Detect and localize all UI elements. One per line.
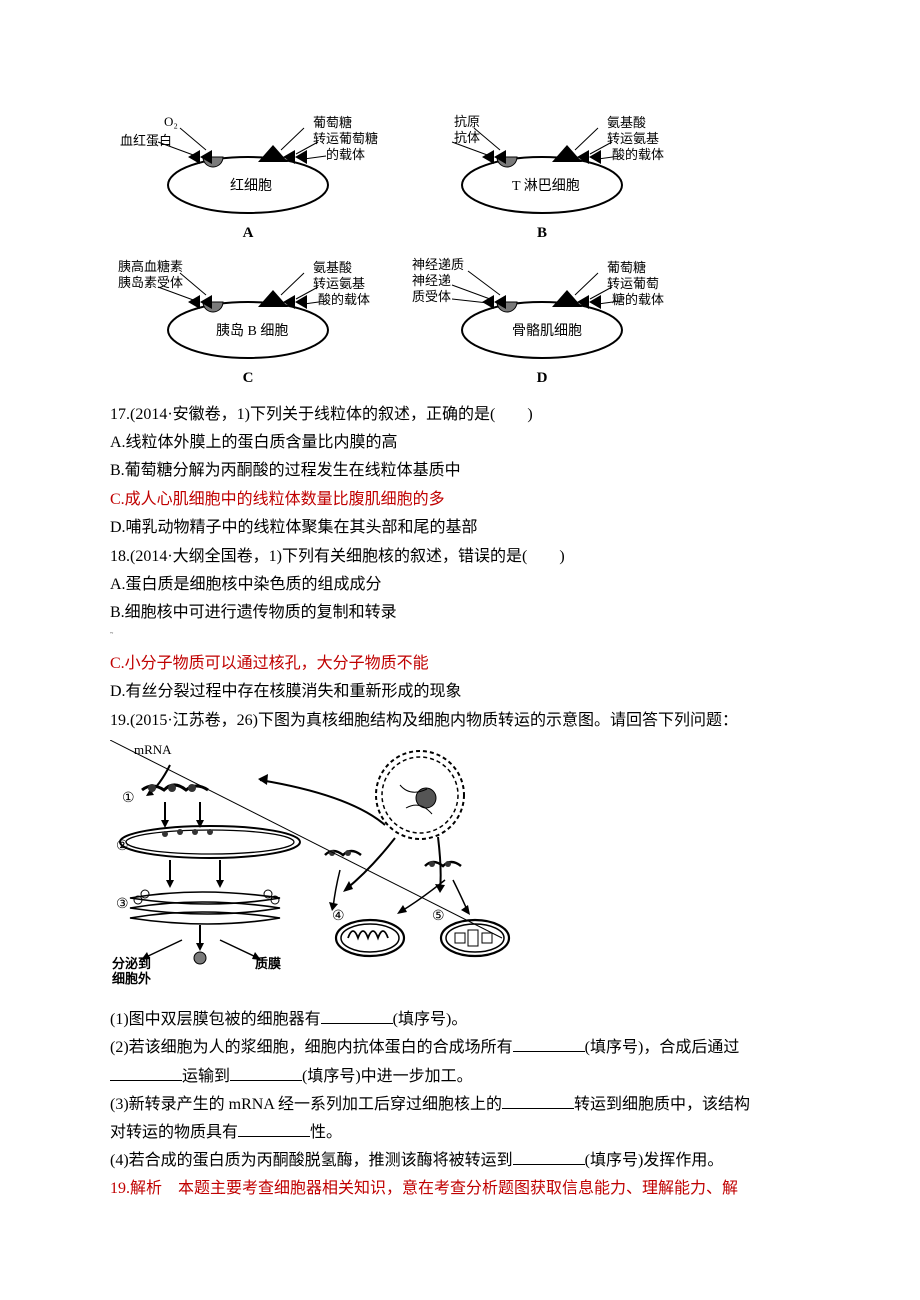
svg-text:O₂: O₂ bbox=[164, 114, 178, 129]
q19-stem: 19.(2015·江苏卷，26)下图为真核细胞结构及细胞内物质转运的示意图。请回… bbox=[110, 707, 830, 734]
figure-letter-A: A bbox=[243, 221, 254, 247]
q19-sub2-line2: 运输到 (填序号)中进一步加工。 bbox=[110, 1063, 830, 1090]
svg-text:葡萄糖: 葡萄糖 bbox=[313, 115, 352, 130]
q18-stem: 18.(2014·大纲全国卷，1)下列有关细胞核的叙述，错误的是( ) bbox=[110, 543, 830, 570]
svg-text:红细胞: 红细胞 bbox=[230, 178, 272, 194]
svg-text:酸的载体: 酸的载体 bbox=[612, 147, 664, 162]
svg-text:神经递: 神经递 bbox=[412, 273, 451, 288]
q19-answer-lead: 19.解析 本题主要考查细胞器相关知识，意在考查分析题图获取信息能力、理解能力、… bbox=[110, 1175, 830, 1202]
svg-text:葡萄糖: 葡萄糖 bbox=[607, 260, 646, 275]
svg-text:胰岛 B 细胞: 胰岛 B 细胞 bbox=[216, 323, 288, 339]
q19-sub1: (1)图中双层膜包被的细胞器有 (填序号)。 bbox=[110, 1006, 830, 1033]
svg-text:氨基酸: 氨基酸 bbox=[313, 260, 352, 275]
blank bbox=[238, 1119, 310, 1137]
q17-option-D: D.哺乳动物精子中的线粒体聚集在其头部和尾的基部 bbox=[110, 514, 830, 541]
q19-sub3-a: (3)新转录产生的 mRNA 经一系列加工后穿过细胞核上的 bbox=[110, 1096, 502, 1113]
q19-sub2: (2)若该细胞为人的浆细胞，细胞内抗体蛋白的合成场所有 (填序号)，合成后通过 bbox=[110, 1034, 830, 1061]
svg-text:血红蛋白: 血红蛋白 bbox=[120, 133, 172, 148]
blank bbox=[502, 1091, 574, 1109]
blank bbox=[513, 1148, 585, 1166]
svg-text:骨骼肌细胞: 骨骼肌细胞 bbox=[512, 323, 582, 339]
q19-sub3-b: 转运到细胞质中，该结构 bbox=[574, 1096, 750, 1113]
figure-letter-B: B bbox=[537, 221, 547, 247]
svg-text:细胞外: 细胞外 bbox=[112, 971, 151, 986]
svg-text:①: ① bbox=[122, 791, 135, 806]
svg-text:转运葡萄糖: 转运葡萄糖 bbox=[313, 131, 378, 146]
q19-sub1-b: (填序号)。 bbox=[393, 1011, 468, 1028]
figure-letter-C: C bbox=[243, 366, 254, 392]
figure-letter-D: D bbox=[537, 366, 548, 392]
svg-text:分泌到: 分泌到 bbox=[112, 956, 151, 971]
cell-figure-C: 胰高血糖素 胰岛素受体 氨基酸 转运氨基 酸的载体 胰岛 B 细胞 C bbox=[110, 255, 386, 392]
svg-text:转运氨基: 转运氨基 bbox=[607, 131, 659, 146]
q19-sub4: (4)若合成的蛋白质为丙酮酸脱氢酶，推测该酶将被转运到 (填序号)发挥作用。 bbox=[110, 1147, 830, 1174]
svg-text:神经递质: 神经递质 bbox=[412, 257, 464, 272]
cell-svg-D: 神经递质 神经递 质受体 葡萄糖 转运葡萄 糖的载体 骨骼肌细胞 bbox=[412, 255, 672, 370]
q19-sub3-c: 对转运的物质具有 bbox=[110, 1124, 238, 1141]
cell-figure-B: 抗原 抗体 氨基酸 转运氨基 酸的载体 T 淋巴细胞 B bbox=[404, 110, 680, 247]
q18-tiny-marker: ~ bbox=[110, 628, 830, 640]
q19-sub4-a: (4)若合成的蛋白质为丙酮酸脱氢酶，推测该酶将被转运到 bbox=[110, 1152, 513, 1169]
svg-text:④: ④ bbox=[332, 909, 345, 924]
svg-text:的载体: 的载体 bbox=[326, 147, 365, 162]
svg-text:氨基酸: 氨基酸 bbox=[607, 115, 646, 130]
q19-figure: mRNA ① ② ③ 分泌到 细胞外 质膜 ④ ⑤ bbox=[110, 740, 520, 990]
cell-figure-D: 神经递质 神经递 质受体 葡萄糖 转运葡萄 糖的载体 骨骼肌细胞 D bbox=[404, 255, 680, 392]
svg-text:⑤: ⑤ bbox=[432, 909, 445, 924]
q19-sub2-d: (填序号)中进一步加工。 bbox=[302, 1068, 473, 1085]
q19-sub4-b: (填序号)发挥作用。 bbox=[585, 1152, 724, 1169]
cell-svg-B: 抗原 抗体 氨基酸 转运氨基 酸的载体 T 淋巴细胞 bbox=[412, 110, 672, 225]
q18-option-D: D.有丝分裂过程中存在核膜消失和重新形成的现象 bbox=[110, 678, 830, 705]
blank bbox=[230, 1063, 302, 1081]
q19-sub3: (3)新转录产生的 mRNA 经一系列加工后穿过细胞核上的 转运到细胞质中，该结构 bbox=[110, 1091, 830, 1118]
blank bbox=[110, 1063, 182, 1081]
figure-grid-q16: O₂ 血红蛋白 葡萄糖 转运葡萄糖 的载体 红细胞 A 抗原 抗体 氨基酸 转运… bbox=[110, 110, 680, 391]
q19-sub2-c: 运输到 bbox=[182, 1068, 230, 1085]
svg-text:抗原: 抗原 bbox=[454, 114, 480, 129]
q18-option-A: A.蛋白质是细胞核中染色质的组成成分 bbox=[110, 571, 830, 598]
q19-sub3-line2: 对转运的物质具有 性。 bbox=[110, 1119, 830, 1146]
q17-option-C: C.成人心肌细胞中的线粒体数量比腹肌细胞的多 bbox=[110, 486, 830, 513]
q17-stem: 17.(2014·安徽卷，1)下列关于线粒体的叙述，正确的是( ) bbox=[110, 401, 830, 428]
svg-text:③: ③ bbox=[116, 897, 129, 912]
svg-text:质受体: 质受体 bbox=[412, 289, 451, 304]
svg-text:胰岛素受体: 胰岛素受体 bbox=[118, 275, 183, 290]
svg-text:胰高血糖素: 胰高血糖素 bbox=[118, 259, 183, 274]
svg-text:质膜: 质膜 bbox=[255, 956, 281, 971]
cell-svg-A: O₂ 血红蛋白 葡萄糖 转运葡萄糖 的载体 红细胞 bbox=[118, 110, 378, 225]
svg-text:T 淋巴细胞: T 淋巴细胞 bbox=[512, 178, 580, 194]
svg-text:抗体: 抗体 bbox=[454, 130, 480, 145]
q19-sub1-a: (1)图中双层膜包被的细胞器有 bbox=[110, 1011, 321, 1028]
q19-sub2-b: (填序号)，合成后通过 bbox=[585, 1039, 740, 1056]
q17-option-A: A.线粒体外膜上的蛋白质含量比内膜的高 bbox=[110, 429, 830, 456]
q18-option-C: C.小分子物质可以通过核孔，大分子物质不能 bbox=[110, 650, 830, 677]
svg-text:转运氨基: 转运氨基 bbox=[313, 276, 365, 291]
cell-svg-C: 胰高血糖素 胰岛素受体 氨基酸 转运氨基 酸的载体 胰岛 B 细胞 bbox=[118, 255, 378, 370]
q18-option-B: B.细胞核中可进行遗传物质的复制和转录 bbox=[110, 599, 830, 626]
svg-text:糖的载体: 糖的载体 bbox=[612, 292, 664, 307]
q19-sub2-a: (2)若该细胞为人的浆细胞，细胞内抗体蛋白的合成场所有 bbox=[110, 1039, 513, 1056]
q17-option-B: B.葡萄糖分解为丙酮酸的过程发生在线粒体基质中 bbox=[110, 457, 830, 484]
cell-figure-A: O₂ 血红蛋白 葡萄糖 转运葡萄糖 的载体 红细胞 A bbox=[110, 110, 386, 247]
blank bbox=[321, 1007, 393, 1025]
svg-text:转运葡萄: 转运葡萄 bbox=[607, 276, 659, 291]
svg-text:酸的载体: 酸的载体 bbox=[318, 292, 370, 307]
blank bbox=[513, 1035, 585, 1053]
q19-sub3-d: 性。 bbox=[310, 1124, 342, 1141]
